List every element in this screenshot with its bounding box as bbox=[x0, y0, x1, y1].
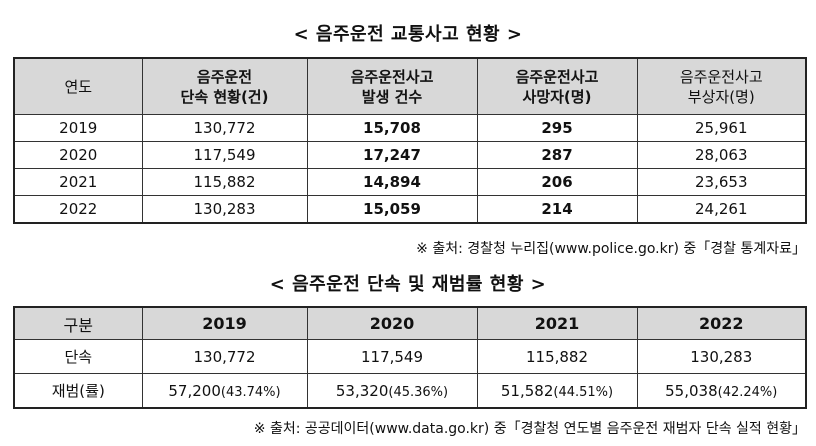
cell-enforcement: 115,882 bbox=[476, 339, 638, 374]
cell-injured: 24,261 bbox=[636, 195, 807, 224]
table2-title: < 음주운전 단속 및 재범률 현황 > bbox=[269, 274, 547, 295]
cell-enforcement: 117,549 bbox=[141, 141, 308, 169]
header-category: 구분 bbox=[13, 306, 143, 340]
cell-repeat: 57,200(43.74%) bbox=[141, 373, 308, 409]
cell-repeat: 55,038(42.24%) bbox=[636, 373, 807, 409]
repeat-count: 57,200 bbox=[168, 381, 221, 400]
cell-enforcement: 130,772 bbox=[141, 339, 308, 374]
cell-enforcement: 130,283 bbox=[636, 339, 807, 374]
header-year-2020: 2020 bbox=[306, 306, 478, 340]
header-year-2019: 2019 bbox=[141, 306, 308, 340]
repeat-count: 51,582 bbox=[500, 381, 554, 400]
table1-title: < 음주운전 교통사고 현황 > bbox=[293, 24, 523, 45]
table-row: 2019 130,772 15,708 295 25,961 bbox=[13, 114, 807, 142]
cell-year: 2019 bbox=[13, 114, 143, 142]
header-injured: 음주운전사고 부상자(명) bbox=[636, 57, 807, 115]
drunk-driving-accidents-table: 연도 음주운전 단속 현황(건) 음주운전사고 발생 건수 음주운전사고 사망자(명)… bbox=[13, 57, 807, 224]
table-row: 2021 115,882 14,894 206 23,653 bbox=[13, 168, 807, 196]
cell-injured: 23,653 bbox=[636, 168, 807, 196]
table-row-repeat: 재범(률) 57,200(43.74%) 53,320(45.36%) 51,5… bbox=[13, 373, 807, 409]
cell-deaths: 295 bbox=[476, 114, 638, 142]
cell-injured: 25,961 bbox=[636, 114, 807, 142]
cell-enforcement: 130,283 bbox=[141, 195, 308, 224]
table2-header-row: 구분 2019 2020 2021 2022 bbox=[13, 306, 807, 340]
cell-enforcement: 130,772 bbox=[141, 114, 308, 142]
table-row: 2022 130,283 15,059 214 24,261 bbox=[13, 195, 807, 224]
cell-enforcement: 115,882 bbox=[141, 168, 308, 196]
cell-accidents: 15,708 bbox=[306, 114, 478, 142]
table1-header-row: 연도 음주운전 단속 현황(건) 음주운전사고 발생 건수 음주운전사고 사망자(명)… bbox=[13, 57, 807, 115]
cell-enforcement: 117,549 bbox=[306, 339, 478, 374]
cell-deaths: 287 bbox=[476, 141, 638, 169]
cell-deaths: 206 bbox=[476, 168, 638, 196]
header-year-2021: 2021 bbox=[476, 306, 638, 340]
cell-accidents: 17,247 bbox=[306, 141, 478, 169]
cell-injured: 28,063 bbox=[636, 141, 807, 169]
header-accidents: 음주운전사고 발생 건수 bbox=[306, 57, 478, 115]
repeat-count: 53,320 bbox=[335, 381, 389, 400]
cell-year: 2022 bbox=[13, 195, 143, 224]
repeat-rate: (42.24%) bbox=[717, 384, 778, 400]
table2-source: ※ 출처: 공공데이터(www.data.go.kr) 중「경찰청 연도별 음주… bbox=[253, 421, 806, 437]
header-year: 연도 bbox=[13, 57, 143, 115]
cell-repeat: 53,320(45.36%) bbox=[306, 373, 478, 409]
repeat-rate: (45.36%) bbox=[388, 384, 449, 400]
cell-year: 2021 bbox=[13, 168, 143, 196]
enforcement-repeat-table: 구분 2019 2020 2021 2022 단속 130,772 117,54… bbox=[13, 306, 807, 409]
header-year-2022: 2022 bbox=[636, 306, 807, 340]
repeat-rate: (44.51%) bbox=[553, 384, 614, 400]
header-deaths: 음주운전사고 사망자(명) bbox=[476, 57, 638, 115]
cell-year: 2020 bbox=[13, 141, 143, 169]
header-enforcement: 음주운전 단속 현황(건) bbox=[141, 57, 308, 115]
table1-source: ※ 출처: 경찰청 누리집(www.police.go.kr) 중「경찰 통계자… bbox=[416, 241, 806, 257]
table-row-enforcement: 단속 130,772 117,549 115,882 130,283 bbox=[13, 339, 807, 374]
row-label-repeat: 재범(률) bbox=[13, 373, 143, 409]
repeat-rate: (43.74%) bbox=[220, 384, 281, 400]
table-row: 2020 117,549 17,247 287 28,063 bbox=[13, 141, 807, 169]
cell-accidents: 14,894 bbox=[306, 168, 478, 196]
cell-repeat: 51,582(44.51%) bbox=[476, 373, 638, 409]
repeat-count: 55,038 bbox=[665, 381, 718, 400]
row-label-enforcement: 단속 bbox=[13, 339, 143, 374]
cell-deaths: 214 bbox=[476, 195, 638, 224]
cell-accidents: 15,059 bbox=[306, 195, 478, 224]
